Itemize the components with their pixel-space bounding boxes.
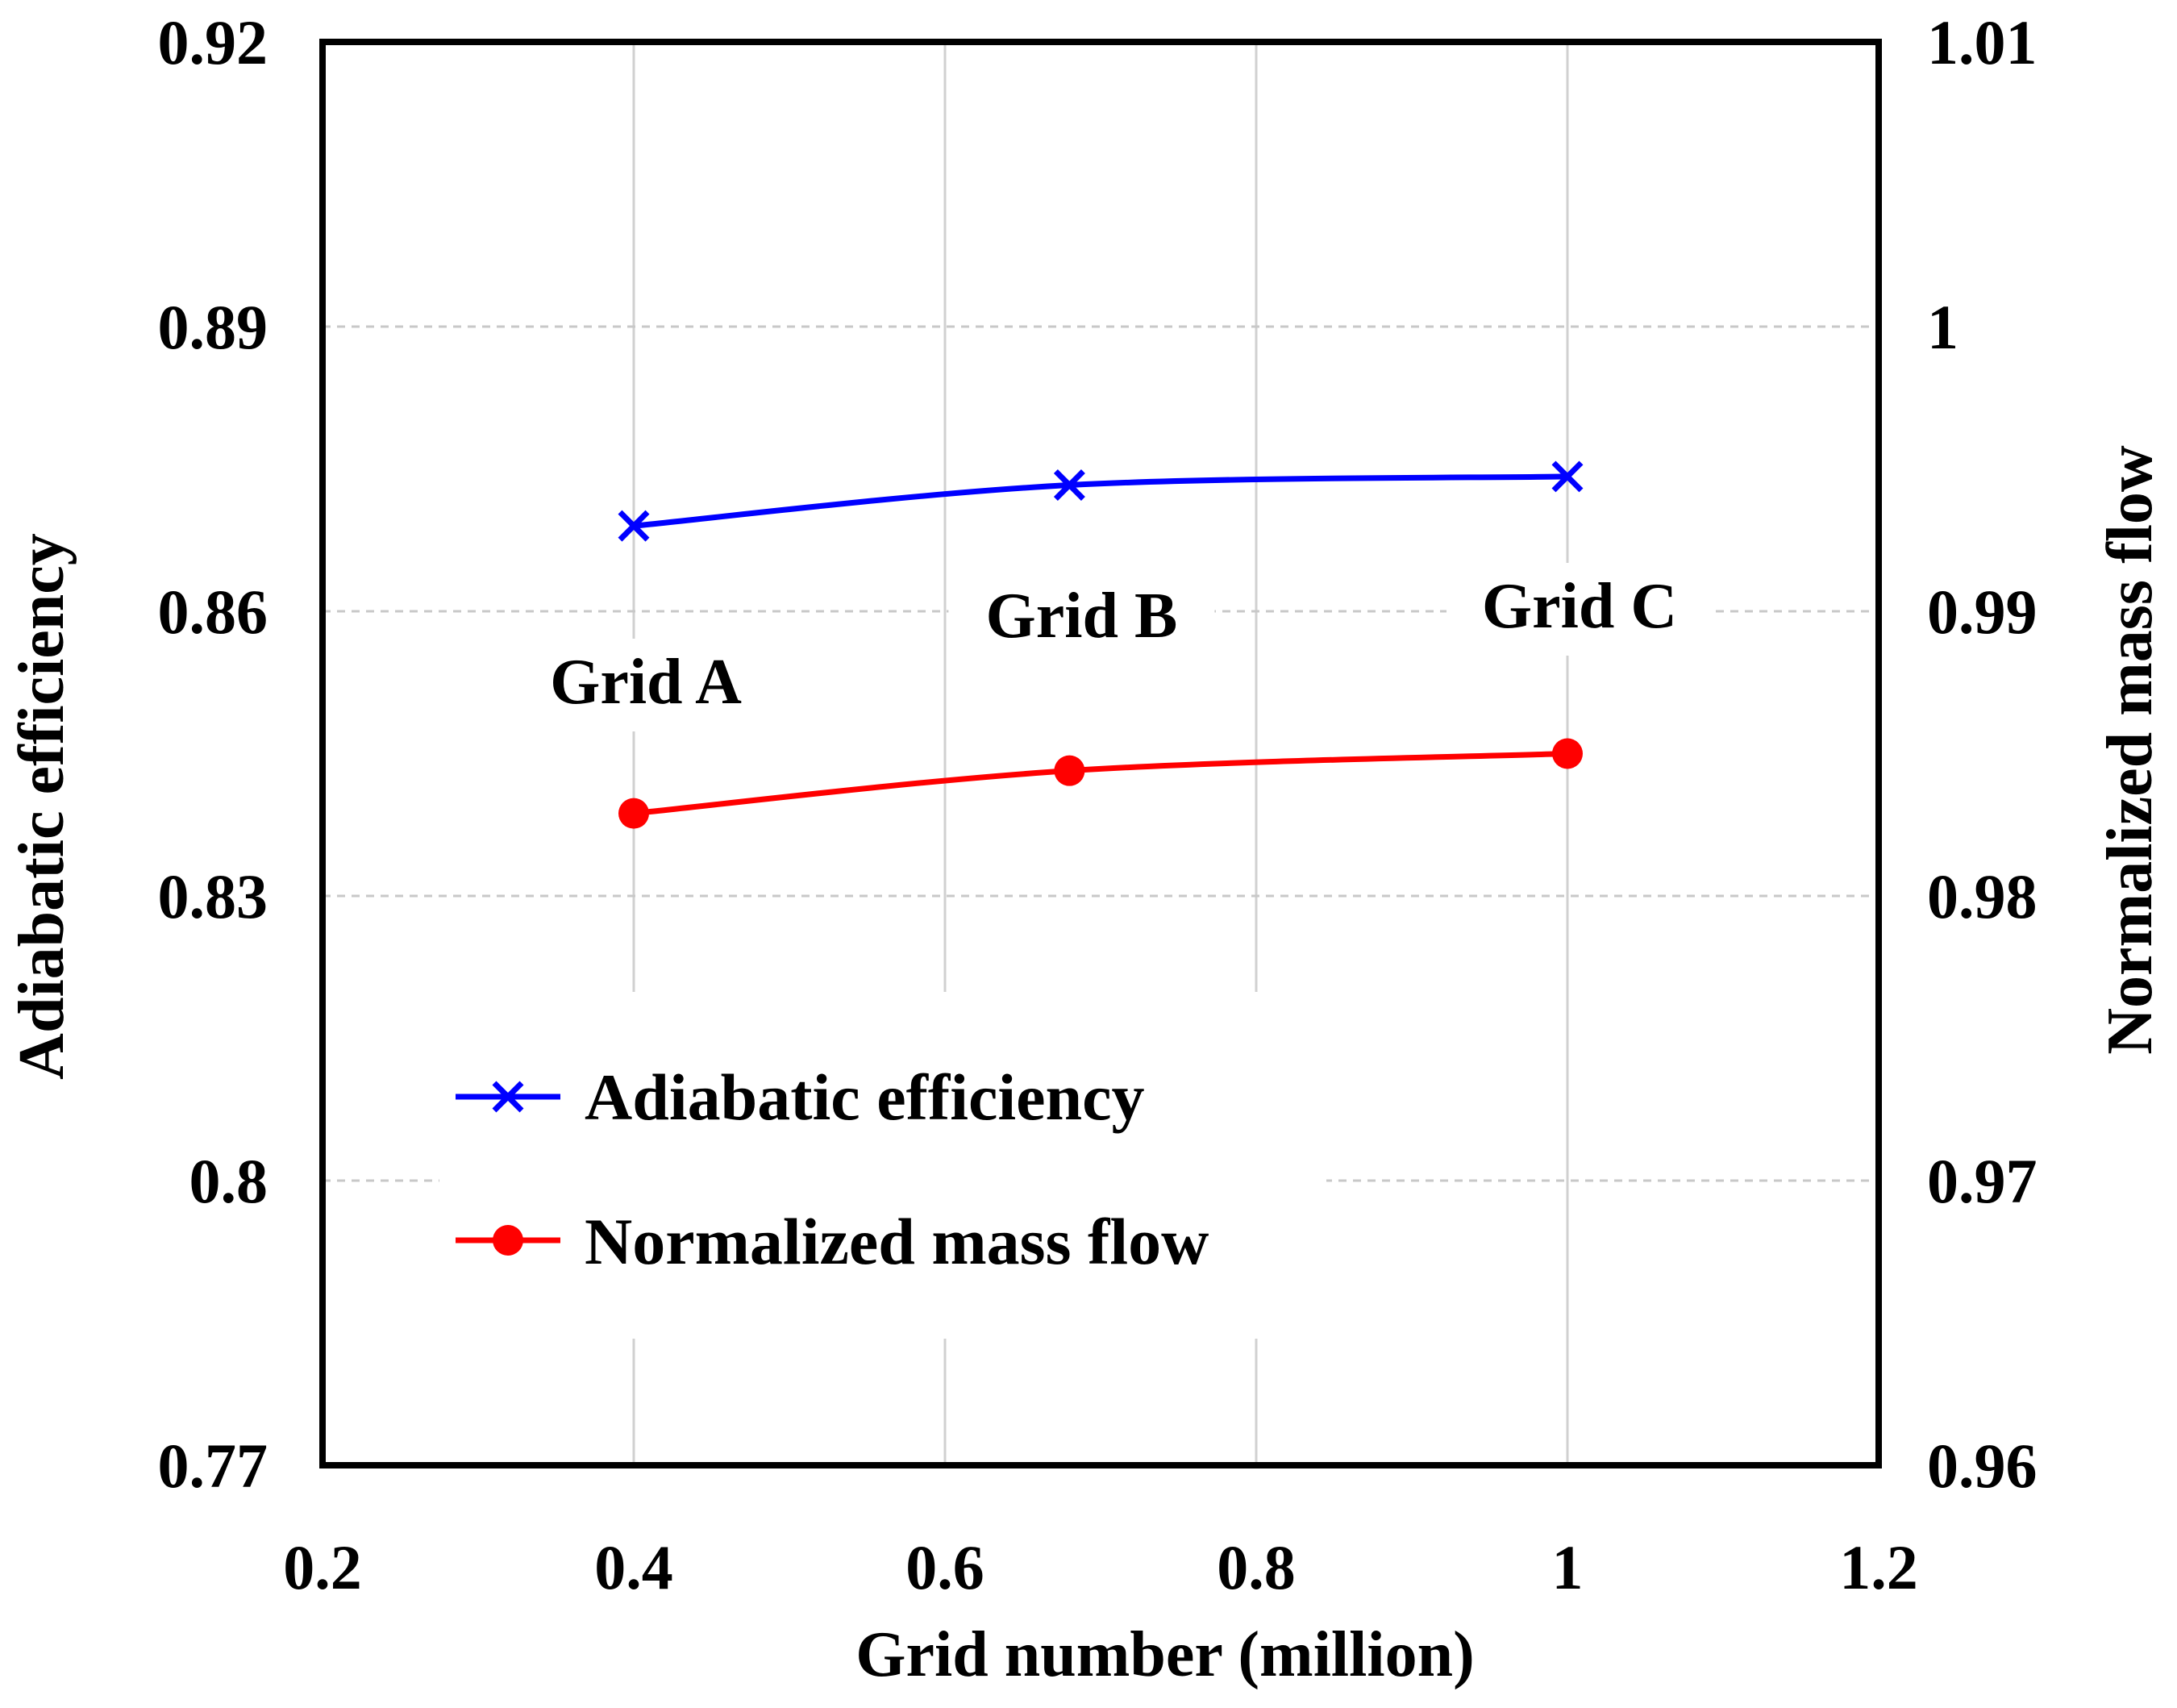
y2-tick-label: 0.98 — [1927, 861, 2038, 931]
y-tick-label: 0.92 — [158, 7, 268, 77]
x-tick-label: 1.2 — [1839, 1532, 1918, 1602]
point-label: Grid C — [1482, 571, 1677, 642]
tick-labels: 0.2 0.4 0.6 0.8 1 1.2 0.77 0.8 0.83 0.86 0.89 0.92 0… — [158, 7, 2038, 1602]
x-marker-stroke — [1053, 469, 1085, 501]
x-axis-title: Grid number (million) — [855, 1619, 1474, 1690]
legend-background — [439, 992, 1326, 1339]
point-labels: Grid A Grid B Grid C — [513, 563, 1713, 731]
x-tick-label: 0.8 — [1217, 1532, 1296, 1602]
y2-tick-label: 0.96 — [1927, 1431, 2038, 1501]
x-tick-label: 0.4 — [594, 1532, 673, 1602]
y-axis-title: Adiabatic efficiency — [6, 533, 77, 1080]
y2-tick-label: 1.01 — [1927, 7, 2038, 77]
y2-tick-label: 1 — [1927, 292, 1958, 362]
x-tick-label: 1 — [1552, 1532, 1584, 1602]
y-tick-label: 0.8 — [189, 1146, 268, 1216]
y-tick-label: 0.86 — [158, 577, 268, 647]
data-point-x-marker — [1551, 460, 1584, 493]
point-label-background — [948, 573, 1215, 665]
legend-efficiency-label: Adiabatic efficiency — [585, 1060, 1145, 1134]
point-label-background — [1446, 563, 1713, 656]
y2-tick-label: 0.97 — [1927, 1146, 2038, 1216]
legend-efficiency-marker — [492, 1081, 524, 1113]
x-tick-label: 0.6 — [905, 1532, 984, 1602]
data-series — [618, 460, 1584, 829]
data-point-circle-marker — [1054, 755, 1085, 786]
legend-massflow-label: Normalized mass flow — [585, 1205, 1209, 1278]
legend-massflow-marker — [493, 1225, 523, 1256]
data-point-circle-marker — [1552, 738, 1583, 769]
y2-axis-title: Normalized mass flow — [2095, 445, 2166, 1055]
x-marker-stroke — [1551, 460, 1584, 493]
x-marker-stroke — [618, 510, 650, 542]
y-tick-label: 0.89 — [158, 292, 268, 362]
plot-frame — [319, 39, 1882, 1468]
data-point-x-marker — [1053, 469, 1085, 501]
x-tick-label: 0.2 — [283, 1532, 362, 1602]
y-tick-label: 0.77 — [158, 1431, 268, 1501]
legend: Adiabatic efficiency Normalized mass flo… — [456, 1060, 1209, 1278]
series-line-massflow — [631, 751, 1571, 817]
series-line-efficiency — [631, 473, 1571, 529]
data-point-circle-marker — [618, 798, 649, 829]
y-tick-label: 0.83 — [158, 861, 268, 931]
point-label: Grid B — [985, 581, 1177, 652]
legend-box — [439, 992, 1326, 1339]
point-label: Grid A — [550, 647, 742, 718]
y2-tick-label: 0.99 — [1927, 577, 2038, 647]
point-label-background — [513, 639, 779, 731]
data-point-x-marker — [618, 510, 650, 542]
